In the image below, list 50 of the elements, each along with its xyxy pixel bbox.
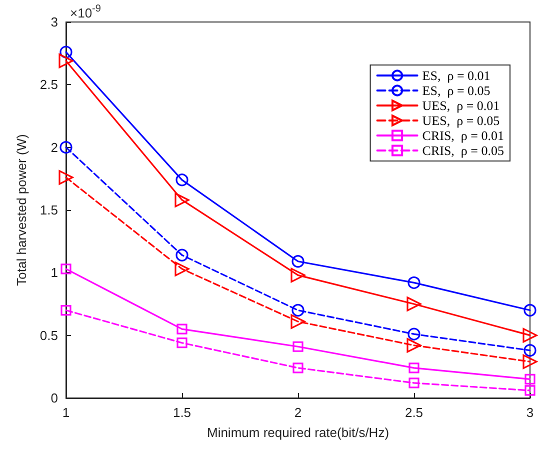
point bbox=[176, 338, 188, 348]
point bbox=[406, 296, 422, 312]
x-tick-label: 2 bbox=[294, 405, 302, 420]
y-tick-label: 2 bbox=[50, 140, 58, 155]
y-tick-label: 1 bbox=[50, 265, 58, 280]
point bbox=[408, 378, 420, 388]
y-tick-label: 0 bbox=[50, 390, 58, 406]
point bbox=[176, 324, 188, 334]
point bbox=[408, 362, 420, 374]
y-tick-label: 1.5 bbox=[40, 202, 58, 218]
point bbox=[174, 192, 190, 208]
point bbox=[524, 385, 536, 396]
x-tick-label: 1 bbox=[62, 405, 70, 420]
point bbox=[174, 262, 190, 276]
point bbox=[292, 341, 304, 352]
point bbox=[524, 304, 536, 317]
point bbox=[522, 328, 538, 343]
legend-label: UES, ρ = 0.01 bbox=[422, 98, 500, 113]
legend-label: UES, ρ = 0.05 bbox=[422, 113, 500, 128]
point bbox=[290, 314, 306, 329]
point bbox=[406, 338, 422, 353]
y-tick-label: 0.5 bbox=[40, 328, 58, 343]
point bbox=[60, 141, 72, 154]
y-tick-label: 3 bbox=[50, 14, 58, 30]
point bbox=[292, 304, 304, 317]
point bbox=[58, 54, 74, 68]
point bbox=[408, 328, 420, 340]
y-axis-title: Total harvested power (W) bbox=[14, 134, 29, 286]
point bbox=[176, 248, 188, 262]
point bbox=[292, 255, 304, 268]
x-tick-label: 1.5 bbox=[172, 405, 192, 420]
point bbox=[290, 268, 306, 282]
legend-label: ES, ρ = 0.01 bbox=[422, 68, 490, 83]
point bbox=[292, 362, 304, 374]
legend-label: ES, ρ = 0.05 bbox=[422, 83, 490, 98]
x-tick-label: 3 bbox=[526, 405, 534, 420]
point bbox=[60, 304, 72, 316]
point bbox=[60, 46, 72, 58]
point bbox=[58, 170, 74, 185]
legend-label: CRIS, ρ = 0.01 bbox=[422, 128, 504, 143]
point bbox=[524, 344, 536, 357]
point bbox=[408, 276, 420, 289]
legend-label: CRIS, ρ = 0.05 bbox=[422, 143, 504, 158]
point bbox=[60, 264, 72, 274]
point bbox=[524, 374, 536, 384]
point bbox=[522, 354, 538, 369]
y-tick-label: 2.5 bbox=[40, 77, 58, 92]
x-tick-label: 2.5 bbox=[404, 405, 424, 420]
point bbox=[176, 174, 188, 186]
x-axis-title: Minimum required rate(bit/s/Hz) bbox=[206, 425, 390, 440]
